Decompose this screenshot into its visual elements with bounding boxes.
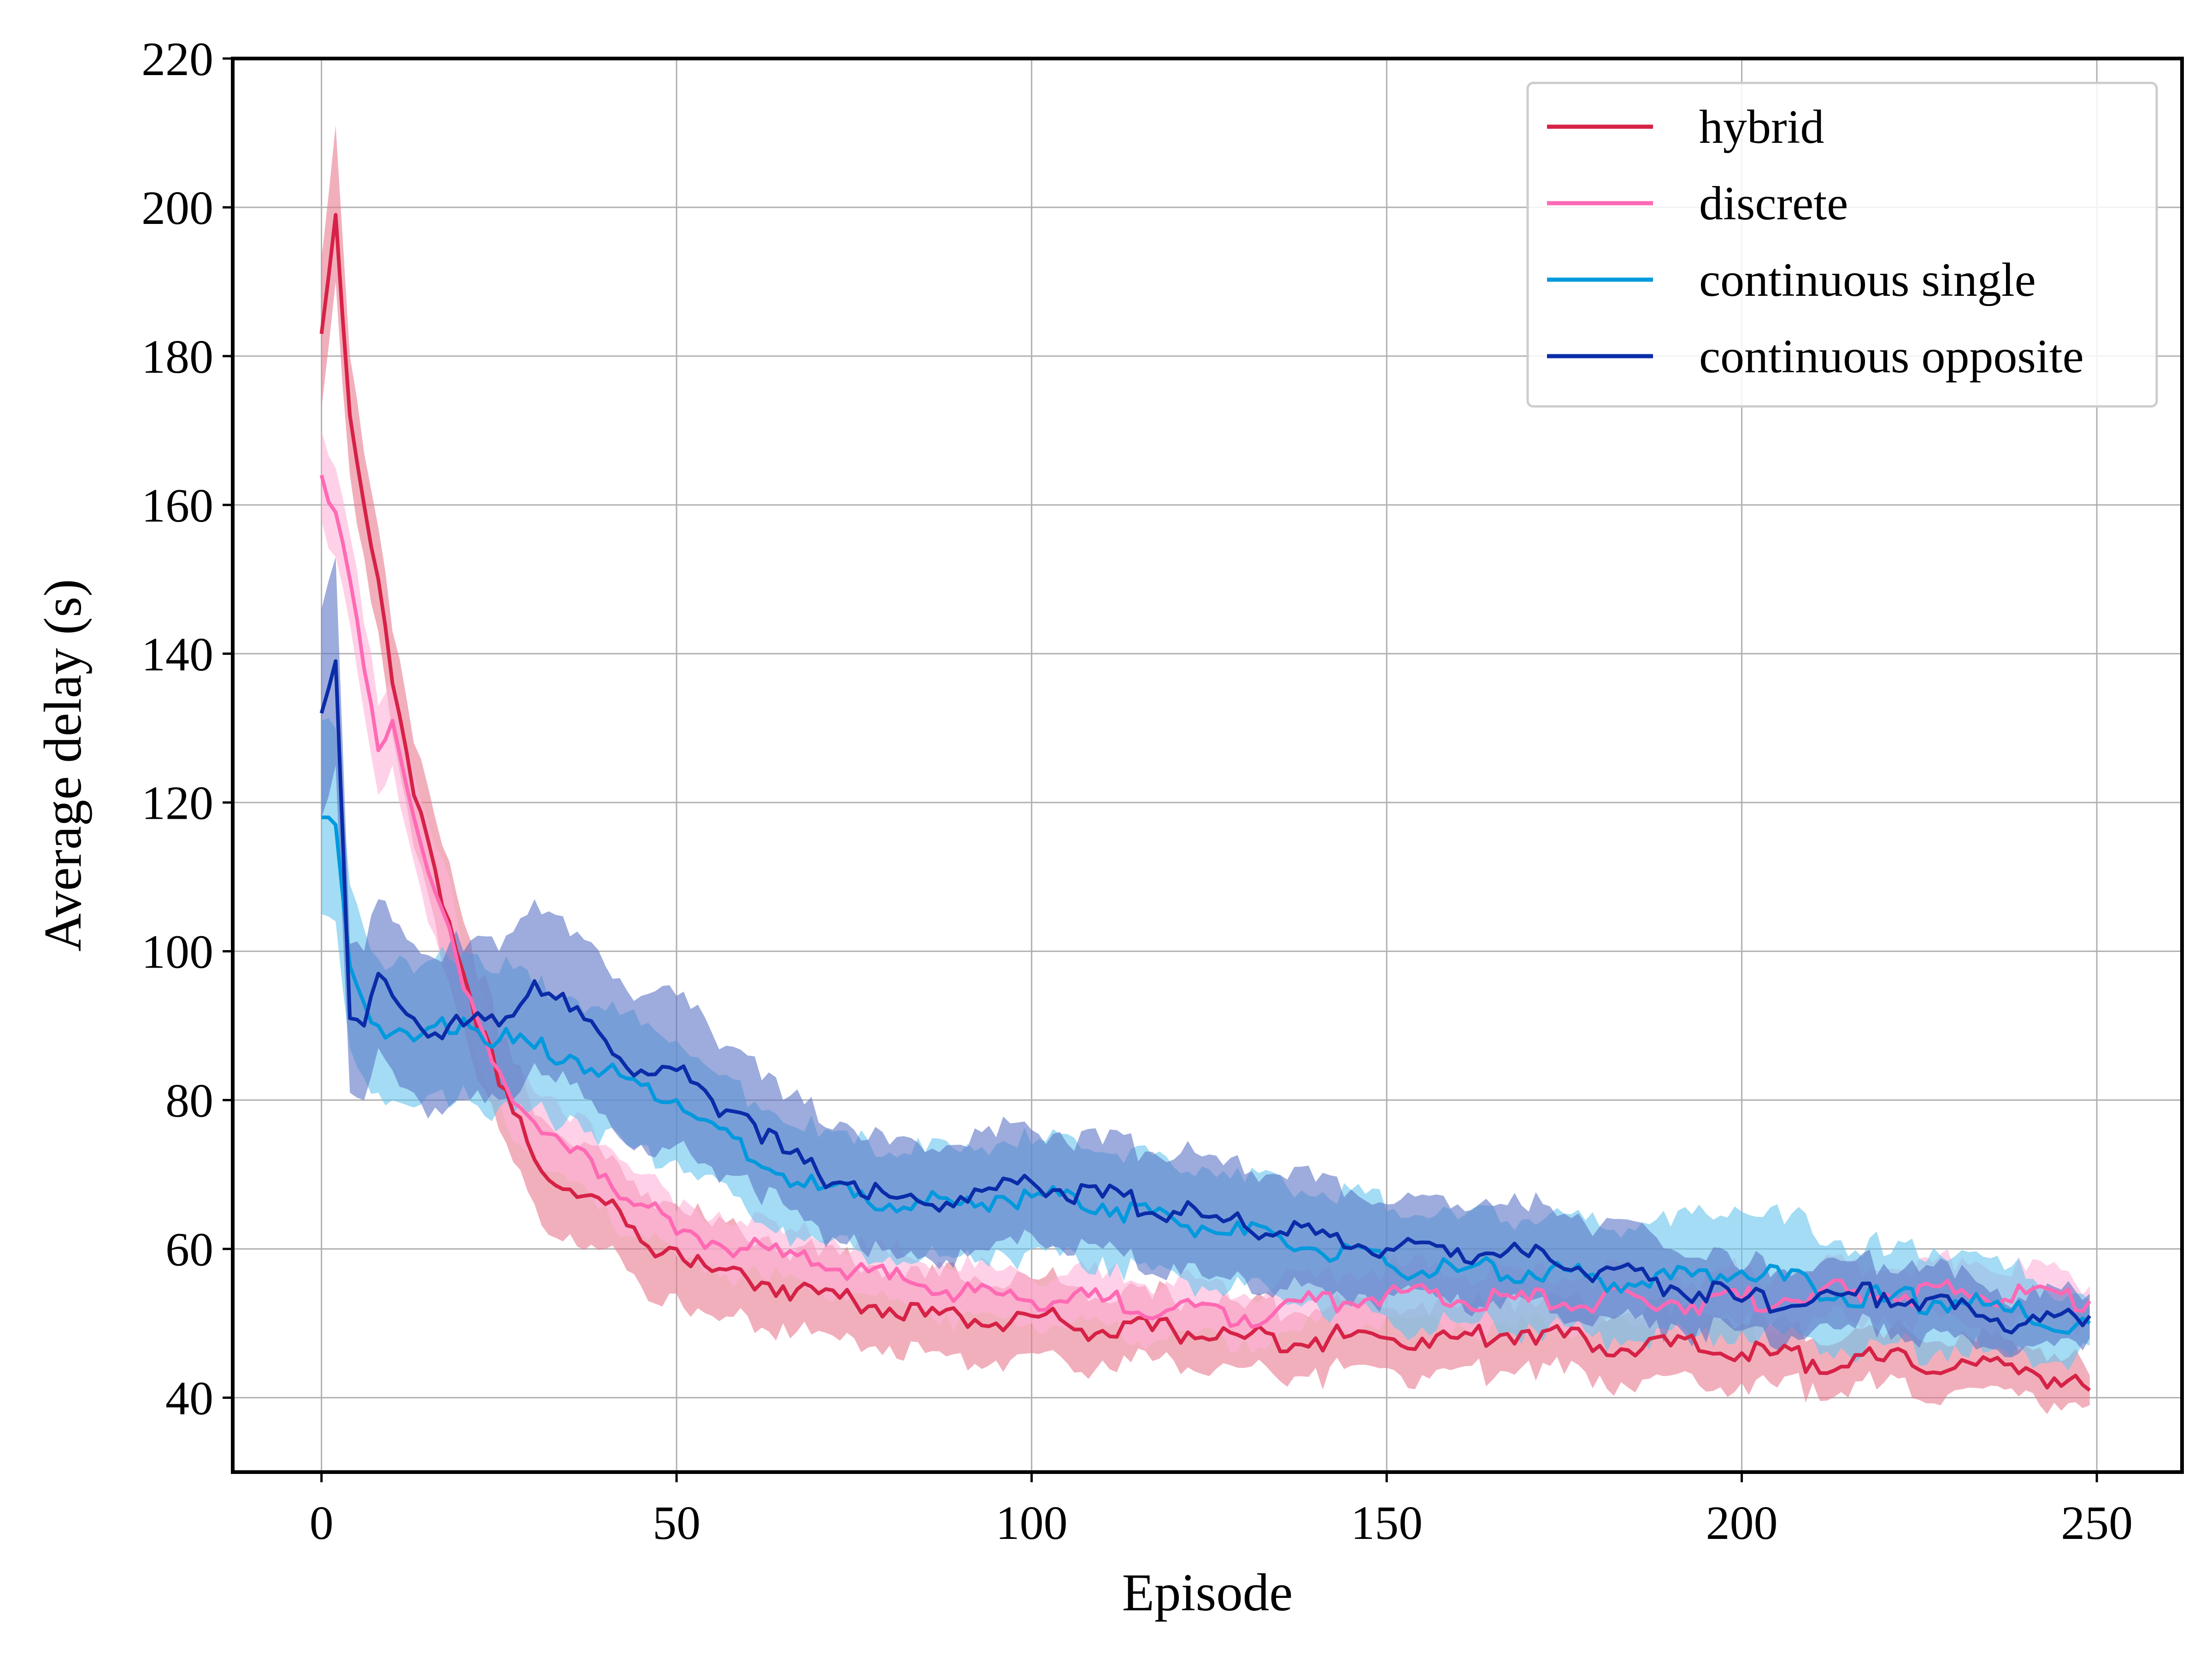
y-axis-title: Average delay (s) xyxy=(34,579,92,952)
x-tick-label: 50 xyxy=(653,1497,700,1549)
y-tick-label: 40 xyxy=(165,1372,213,1425)
y-tick-label: 120 xyxy=(141,777,213,830)
x-tick-label: 0 xyxy=(310,1497,334,1549)
y-tick-label: 100 xyxy=(141,926,213,979)
line-continuous-single xyxy=(321,816,2091,1335)
band-continuous-opposite xyxy=(321,557,2090,1358)
plot-frame xyxy=(231,57,2184,1474)
legend-label: continuous single xyxy=(1699,253,2036,306)
y-tick-label: 220 xyxy=(141,33,213,86)
y-tick-label: 60 xyxy=(165,1223,213,1276)
y-tick-label: 160 xyxy=(141,479,213,532)
x-tick-label: 200 xyxy=(1706,1497,1778,1549)
y-tick-label: 140 xyxy=(141,628,213,681)
x-tick-label: 100 xyxy=(996,1497,1068,1549)
band-continuous-single xyxy=(321,718,2090,1371)
y-tick-label: 180 xyxy=(141,330,213,383)
line-hybrid xyxy=(319,213,2091,1392)
legend: hybrid discrete continuous single continuou… xyxy=(1526,82,2158,408)
legend-label: hybrid xyxy=(1699,100,1824,153)
y-tick-label: 200 xyxy=(141,182,213,235)
legend-label: discrete xyxy=(1699,177,1848,230)
line-discrete xyxy=(319,475,2091,1329)
x-tick-label: 250 xyxy=(2061,1497,2133,1549)
line-continuous-opposite xyxy=(319,659,2091,1335)
legend-label: continuous opposite xyxy=(1699,330,2084,383)
axis-ticks: 0 50 100 150 200 250 40 60 80 100 120 140 160 180 200 2… xyxy=(141,33,2133,1549)
y-tick-label: 80 xyxy=(165,1074,213,1127)
series-lines xyxy=(319,213,2091,1392)
legend-box xyxy=(1526,82,2158,408)
confidence-bands xyxy=(321,125,2090,1414)
x-tick-label: 150 xyxy=(1351,1497,1423,1549)
x-axis-title: Episode xyxy=(1122,1563,1293,1622)
